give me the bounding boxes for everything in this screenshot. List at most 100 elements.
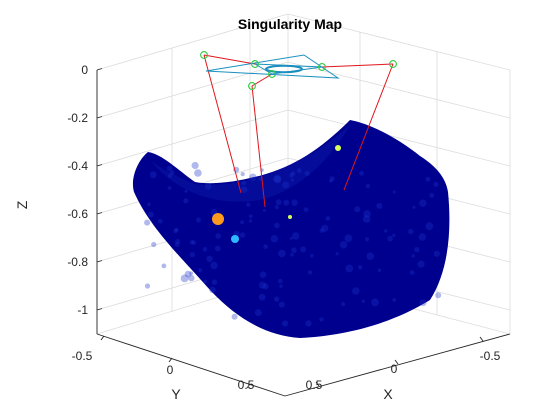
workspace-point <box>352 287 360 295</box>
workspace-point <box>384 229 388 233</box>
workspace-point <box>291 199 298 206</box>
arm-2 <box>321 63 394 68</box>
workspace-point <box>274 222 280 229</box>
workspace-point <box>307 270 313 275</box>
y-tick-mark <box>100 335 105 341</box>
workspace-point <box>151 241 157 248</box>
workspace-point <box>194 169 202 177</box>
workspace-point <box>433 181 439 187</box>
joint-marker <box>318 63 326 71</box>
workspace-point <box>371 298 379 307</box>
x-tick-label: 0.5 <box>306 378 323 392</box>
workspace-point <box>411 254 415 258</box>
workspace-point <box>319 317 324 322</box>
workspace-point <box>263 244 268 249</box>
y-tick-mark <box>168 357 173 363</box>
workspace-point <box>310 253 314 258</box>
workspace-point <box>161 263 167 269</box>
joint-marker <box>248 82 256 90</box>
workspace-point <box>289 236 293 240</box>
workspace-point <box>419 199 427 207</box>
workspace-point <box>435 292 442 299</box>
workspace-point <box>183 198 189 204</box>
workspace-point <box>188 274 195 282</box>
parallel-robot <box>200 51 397 208</box>
workspace-point <box>359 170 364 176</box>
workspace-point <box>149 171 157 179</box>
joint-marker <box>268 70 276 78</box>
workspace-point <box>249 173 257 181</box>
leg-2 <box>251 85 266 208</box>
singular-point-low <box>288 215 292 219</box>
workspace-point <box>273 175 282 183</box>
workspace-point <box>414 246 420 253</box>
workspace-point <box>282 181 290 189</box>
leg-1 <box>203 54 242 194</box>
workspace-point <box>277 278 283 284</box>
singular-point-low <box>335 145 341 151</box>
workspace-point <box>345 264 354 273</box>
z-tick-label: -0.8 <box>67 255 88 269</box>
x-tick-mark <box>394 359 399 365</box>
workspace-point <box>270 235 279 243</box>
z-tick-label: -0.2 <box>67 111 88 125</box>
workspace-point <box>254 309 262 316</box>
z-tick-mark <box>96 260 103 263</box>
workspace-point <box>325 216 331 221</box>
workspace-point <box>206 255 213 262</box>
z-axis-ticks: 0 -0.2 -0.4 -0.6 -0.8 -1 <box>67 63 103 317</box>
workspace-point <box>258 293 266 301</box>
workspace-point <box>203 279 208 284</box>
workspace-point <box>198 268 203 273</box>
workspace-body <box>132 120 450 338</box>
chart-title: Singularity Map <box>238 16 342 32</box>
workspace-point <box>392 233 396 238</box>
workspace-point <box>425 176 431 182</box>
workspace-point <box>364 237 370 242</box>
workspace-point <box>274 296 280 302</box>
workspace-point <box>344 234 353 243</box>
workspace-point <box>329 176 335 182</box>
z-tick-label: -0.4 <box>67 159 88 173</box>
workspace-point <box>357 265 363 270</box>
workspace-point <box>362 215 371 223</box>
workspace-point <box>278 301 285 308</box>
workspace-point <box>354 206 361 213</box>
workspace-point <box>335 252 339 256</box>
workspace-point <box>258 177 263 181</box>
x-tick-mark <box>479 336 484 342</box>
workspace-point <box>339 241 348 249</box>
workspace-point <box>319 228 324 233</box>
workspace-volume <box>132 120 450 338</box>
workspace-point <box>241 180 246 186</box>
workspace-point <box>210 261 218 270</box>
workspace-point <box>365 183 371 189</box>
z-tick-label: -0.6 <box>67 207 88 221</box>
workspace-point <box>275 199 282 206</box>
workspace-point <box>144 283 151 289</box>
x-tick-label: -0.5 <box>480 349 501 363</box>
x-tick-mark <box>315 381 320 387</box>
workspace-point <box>366 252 375 260</box>
workspace-point <box>173 228 178 234</box>
workspace-point <box>273 175 282 184</box>
workspace-point <box>289 172 294 178</box>
workspace-point <box>409 270 415 275</box>
workspace-point <box>429 192 435 198</box>
z-tick-mark <box>96 212 103 215</box>
workspace-point <box>167 173 172 178</box>
workspace-point <box>240 186 248 194</box>
workspace-point <box>417 260 425 268</box>
workspace-point <box>174 227 179 232</box>
y-axis-label: Y <box>171 386 181 402</box>
x-axis-label: X <box>383 386 393 402</box>
workspace-point <box>169 170 175 176</box>
workspace-point <box>361 299 366 303</box>
workspace-point <box>282 320 289 327</box>
y-tick-label: -0.5 <box>72 349 93 363</box>
workspace-point <box>191 161 199 170</box>
workspace-point <box>248 214 253 219</box>
workspace-point <box>209 286 216 293</box>
workspace-point <box>144 219 151 226</box>
